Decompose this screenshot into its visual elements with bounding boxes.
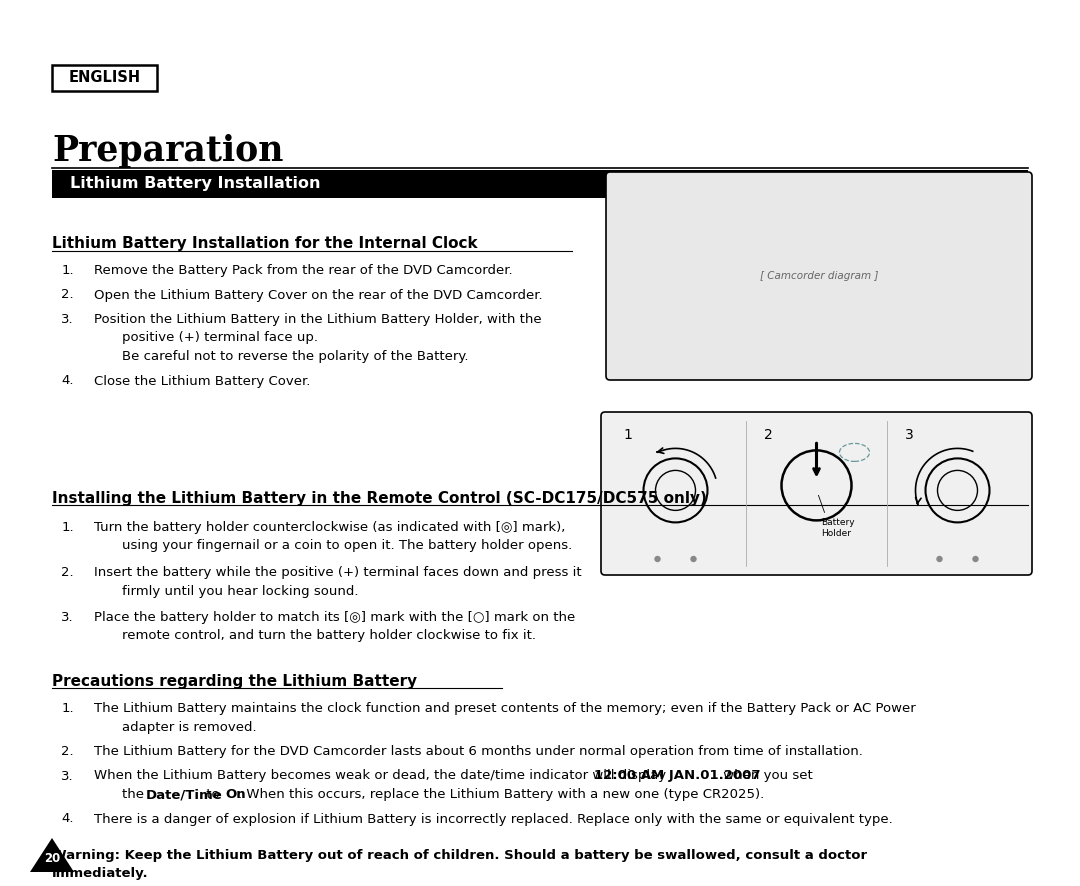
FancyBboxPatch shape bbox=[600, 412, 1032, 575]
Text: 2.: 2. bbox=[62, 289, 75, 301]
Text: the: the bbox=[122, 788, 148, 801]
Text: 1.: 1. bbox=[62, 702, 75, 715]
Text: 1.: 1. bbox=[62, 521, 75, 534]
Text: Open the Lithium Battery Cover on the rear of the DVD Camcorder.: Open the Lithium Battery Cover on the re… bbox=[94, 289, 542, 301]
Text: 20: 20 bbox=[44, 851, 60, 865]
Text: adapter is removed.: adapter is removed. bbox=[122, 720, 257, 734]
Circle shape bbox=[691, 556, 696, 562]
Text: immediately.: immediately. bbox=[52, 867, 149, 881]
Bar bbox=[52, 170, 1028, 198]
Text: The Lithium Battery maintains the clock function and preset contents of the memo: The Lithium Battery maintains the clock … bbox=[94, 702, 916, 715]
Text: positive (+) terminal face up.: positive (+) terminal face up. bbox=[122, 331, 318, 345]
Text: when you set: when you set bbox=[719, 770, 812, 782]
Text: 4.: 4. bbox=[62, 375, 75, 387]
Text: ENGLISH: ENGLISH bbox=[68, 71, 140, 86]
Text: 3.: 3. bbox=[62, 770, 75, 782]
Circle shape bbox=[937, 556, 942, 562]
Polygon shape bbox=[30, 838, 75, 872]
Text: 3.: 3. bbox=[62, 611, 75, 624]
Text: Close the Lithium Battery Cover.: Close the Lithium Battery Cover. bbox=[94, 375, 310, 387]
Text: Be careful not to reverse the polarity of the Battery.: Be careful not to reverse the polarity o… bbox=[122, 350, 469, 363]
FancyBboxPatch shape bbox=[606, 172, 1032, 380]
Circle shape bbox=[654, 556, 660, 562]
Text: Precautions regarding the Lithium Battery: Precautions regarding the Lithium Batter… bbox=[52, 674, 417, 689]
Text: There is a danger of explosion if Lithium Battery is incorrectly replaced. Repla: There is a danger of explosion if Lithiu… bbox=[94, 812, 893, 826]
Text: Lithium Battery Installation for the Internal Clock: Lithium Battery Installation for the Int… bbox=[52, 236, 477, 251]
Text: Remove the Battery Pack from the rear of the DVD Camcorder.: Remove the Battery Pack from the rear of… bbox=[94, 264, 513, 277]
Text: Insert the battery while the positive (+) terminal faces down and press it: Insert the battery while the positive (+… bbox=[94, 566, 582, 579]
Text: Installing the Lithium Battery in the Remote Control (SC-DC175/DC575 only): Installing the Lithium Battery in the Re… bbox=[52, 491, 707, 506]
Text: 3.: 3. bbox=[62, 313, 75, 326]
Text: The Lithium Battery for the DVD Camcorder lasts about 6 months under normal oper: The Lithium Battery for the DVD Camcorde… bbox=[94, 745, 863, 758]
Text: 3: 3 bbox=[905, 428, 914, 442]
Text: [ Camcorder diagram ]: [ Camcorder diagram ] bbox=[760, 271, 878, 281]
Text: When the Lithium Battery becomes weak or dead, the date/time indicator will disp: When the Lithium Battery becomes weak or… bbox=[94, 770, 671, 782]
Text: using your fingernail or a coin to open it. The battery holder opens.: using your fingernail or a coin to open … bbox=[122, 540, 572, 553]
Text: remote control, and turn the battery holder clockwise to fix it.: remote control, and turn the battery hol… bbox=[122, 629, 536, 642]
Text: Battery
Holder: Battery Holder bbox=[822, 518, 855, 538]
Text: Place the battery holder to match its [◎] mark with the [○] mark on the: Place the battery holder to match its [◎… bbox=[94, 611, 576, 624]
Text: On: On bbox=[226, 788, 246, 801]
Bar bbox=[52, 65, 157, 91]
Text: Lithium Battery Installation: Lithium Battery Installation bbox=[70, 176, 321, 191]
Text: 12:00 AM JAN.01.2007: 12:00 AM JAN.01.2007 bbox=[594, 770, 760, 782]
Text: 1: 1 bbox=[623, 428, 632, 442]
Text: . When this occurs, replace the Lithium Battery with a new one (type CR2025).: . When this occurs, replace the Lithium … bbox=[239, 788, 765, 801]
Text: Turn the battery holder counterclockwise (as indicated with [◎] mark),: Turn the battery holder counterclockwise… bbox=[94, 521, 565, 534]
Circle shape bbox=[973, 556, 978, 562]
Text: Position the Lithium Battery in the Lithium Battery Holder, with the: Position the Lithium Battery in the Lith… bbox=[94, 313, 542, 326]
Text: firmly until you hear locking sound.: firmly until you hear locking sound. bbox=[122, 585, 359, 597]
Text: Date/Time: Date/Time bbox=[146, 788, 222, 801]
Text: Warning: Keep the Lithium Battery out of reach of children. Should a battery be : Warning: Keep the Lithium Battery out of… bbox=[52, 849, 867, 862]
Text: 1.: 1. bbox=[62, 264, 75, 277]
Text: Preparation: Preparation bbox=[52, 134, 283, 168]
Text: 2: 2 bbox=[764, 428, 773, 442]
Text: to: to bbox=[202, 788, 224, 801]
Text: 4.: 4. bbox=[62, 812, 75, 826]
Text: 2.: 2. bbox=[62, 745, 75, 758]
Text: 2.: 2. bbox=[62, 566, 75, 579]
